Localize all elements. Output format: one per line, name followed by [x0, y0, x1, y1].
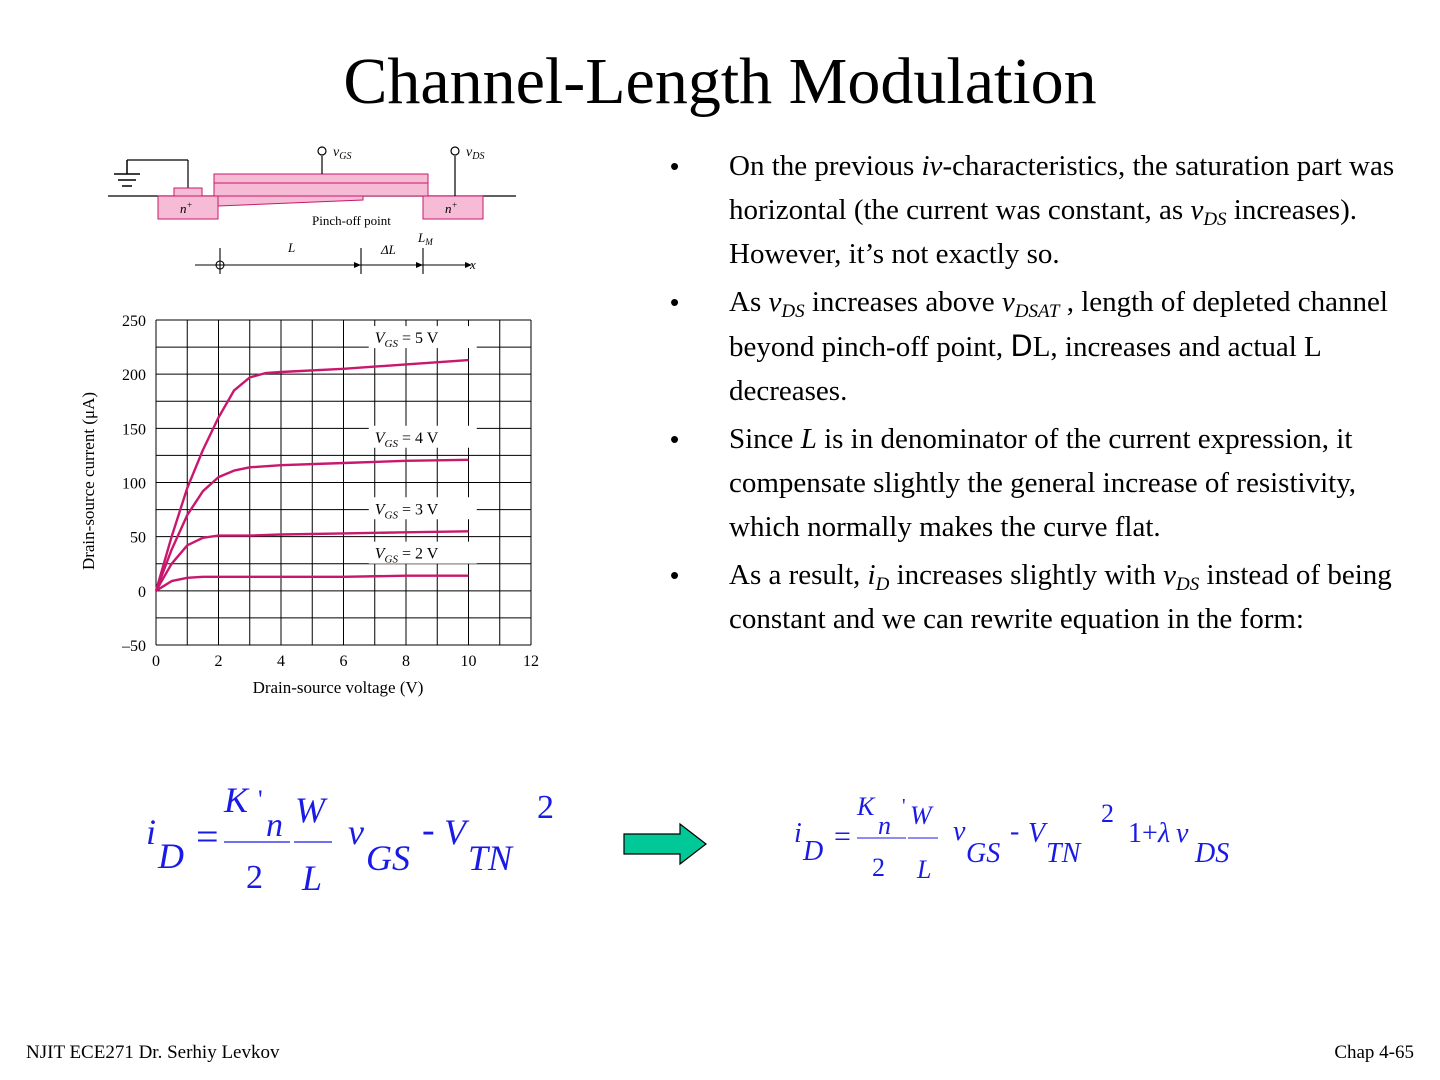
bullet-item-1: • On the previous iv-characteristics, th…	[670, 144, 1410, 276]
bullet-item-4: • As a result, iD increases slightly wit…	[670, 553, 1410, 641]
svg-text:1+: 1+	[1128, 818, 1158, 849]
svg-text:n+: n+	[445, 200, 458, 216]
x-tick-label: 4	[277, 653, 285, 670]
pinch-off-label: Pinch-off point	[312, 213, 391, 228]
y-axis-title: Drain-source current (μA)	[79, 392, 98, 570]
y-tick-label: 100	[122, 476, 146, 493]
svg-text:2: 2	[537, 789, 554, 826]
svg-text:i: i	[794, 818, 802, 849]
n-plus-left: n	[180, 201, 187, 216]
svg-text:λ: λ	[1157, 818, 1170, 849]
svg-text:': '	[902, 795, 906, 817]
svg-text:n: n	[878, 811, 891, 840]
svg-text:TN: TN	[468, 838, 514, 878]
y-tick-label: –50	[121, 638, 146, 655]
svg-text:D: D	[157, 836, 184, 876]
footer-course-info: NJIT ECE271 Dr. Serhiy Levkov	[26, 1042, 280, 1063]
svg-text:TN: TN	[1046, 838, 1082, 869]
bullet-item-3: • Since L is in denominator of the curre…	[670, 417, 1410, 549]
x-axis-label: x	[469, 257, 476, 272]
x-tick-label: 8	[402, 653, 410, 670]
series-label: VGS = 5 V	[375, 330, 439, 350]
svg-text:v: v	[348, 812, 364, 852]
x-tick-label: 12	[523, 653, 539, 670]
y-tick-label: 150	[122, 421, 146, 438]
drain-current-equation-clm: i D = K ' n 2 W L v GS - V TN 2 1+ λ v D…	[794, 792, 1229, 884]
slide-title: Channel-Length Modulation	[343, 45, 1097, 118]
svg-text:V: V	[1028, 818, 1048, 849]
bullet-marker: •	[670, 424, 680, 454]
footer-page-number: Chap 4-65	[1334, 1042, 1414, 1063]
series-label-box	[368, 541, 477, 564]
svg-text:W: W	[295, 790, 328, 830]
svg-text:vGS: vGS	[333, 145, 351, 162]
vds-label: v	[466, 145, 473, 160]
y-tick-label: 250	[122, 313, 146, 330]
length-L-label: L	[287, 240, 295, 255]
x-tick-label: 0	[152, 653, 160, 670]
svg-text:n+: n+	[180, 200, 193, 216]
svg-text:n: n	[266, 807, 283, 844]
x-tick-label: 6	[340, 653, 348, 670]
LM-label: L	[417, 230, 425, 245]
svg-text:V: V	[444, 812, 470, 852]
svg-text:2: 2	[872, 853, 885, 882]
iv-characteristic-chart: VGS = 5 V VGS = 4 V VGS = 3 V VGS = 2 V 0 2 4…	[79, 313, 539, 697]
svg-text:': '	[258, 785, 263, 814]
series-line	[154, 358, 469, 592]
x-tick-label: 10	[461, 653, 477, 670]
drain-current-equation-saturation: i D = K ' n 2 W L v GS - V TN 2	[146, 780, 554, 898]
series-label-box	[368, 425, 477, 448]
svg-text:vDS: vDS	[466, 145, 484, 162]
right-arrow-icon	[623, 822, 707, 866]
vgs-sub: GS	[339, 151, 351, 162]
svg-text:K: K	[856, 792, 876, 821]
series-label: VGS = 4 V	[375, 430, 439, 450]
y-tick-label: 200	[122, 367, 146, 384]
series-label-box	[368, 326, 477, 349]
svg-text:L: L	[301, 858, 322, 898]
x-tick-label: 2	[215, 653, 223, 670]
svg-text:K: K	[223, 780, 250, 820]
vds-sub: DS	[471, 151, 484, 162]
svg-text:2: 2	[246, 859, 263, 896]
svg-text:GS: GS	[966, 838, 1000, 869]
delta-L-label: ΔL	[380, 242, 396, 257]
series-line	[154, 458, 469, 592]
svg-text:GS: GS	[366, 838, 410, 878]
svg-text:i: i	[146, 812, 156, 852]
series-label-box	[368, 497, 477, 520]
svg-text:2: 2	[1101, 799, 1114, 828]
n-plus-right: n	[445, 201, 452, 216]
svg-text:=: =	[196, 814, 219, 859]
svg-text:D: D	[802, 836, 823, 867]
svg-text:LM: LM	[417, 230, 433, 247]
svg-text:v: v	[1176, 818, 1189, 849]
y-tick-label: 0	[138, 584, 146, 601]
mosfet-cross-section-diagram: vGS vDS n+ n+ Pinch-off point L ΔL LM x	[108, 145, 516, 274]
series-line	[154, 530, 469, 592]
series-label: VGS = 3 V	[375, 501, 439, 521]
bullet-marker: •	[670, 560, 680, 590]
svg-text:-: -	[1010, 816, 1019, 847]
svg-text:L: L	[916, 855, 931, 884]
svg-text:DS: DS	[1194, 838, 1229, 869]
svg-text:=: =	[834, 820, 851, 853]
series-line	[155, 574, 469, 592]
vgs-label: v	[333, 145, 340, 160]
x-axis-title: Drain-source voltage (V)	[253, 678, 424, 697]
svg-text:v: v	[953, 816, 966, 847]
ground-icon	[114, 160, 140, 187]
svg-text:W: W	[910, 801, 934, 830]
bullet-item-2: • As vDS increases above vDSAT , length …	[670, 280, 1410, 413]
y-tick-label: 50	[130, 530, 146, 547]
bullet-marker: •	[670, 287, 680, 317]
series-label: VGS = 2 V	[375, 546, 439, 566]
svg-text:-: -	[422, 809, 435, 851]
bullet-list: • On the previous iv-characteristics, th…	[670, 144, 1410, 645]
bullet-marker: •	[670, 151, 680, 181]
